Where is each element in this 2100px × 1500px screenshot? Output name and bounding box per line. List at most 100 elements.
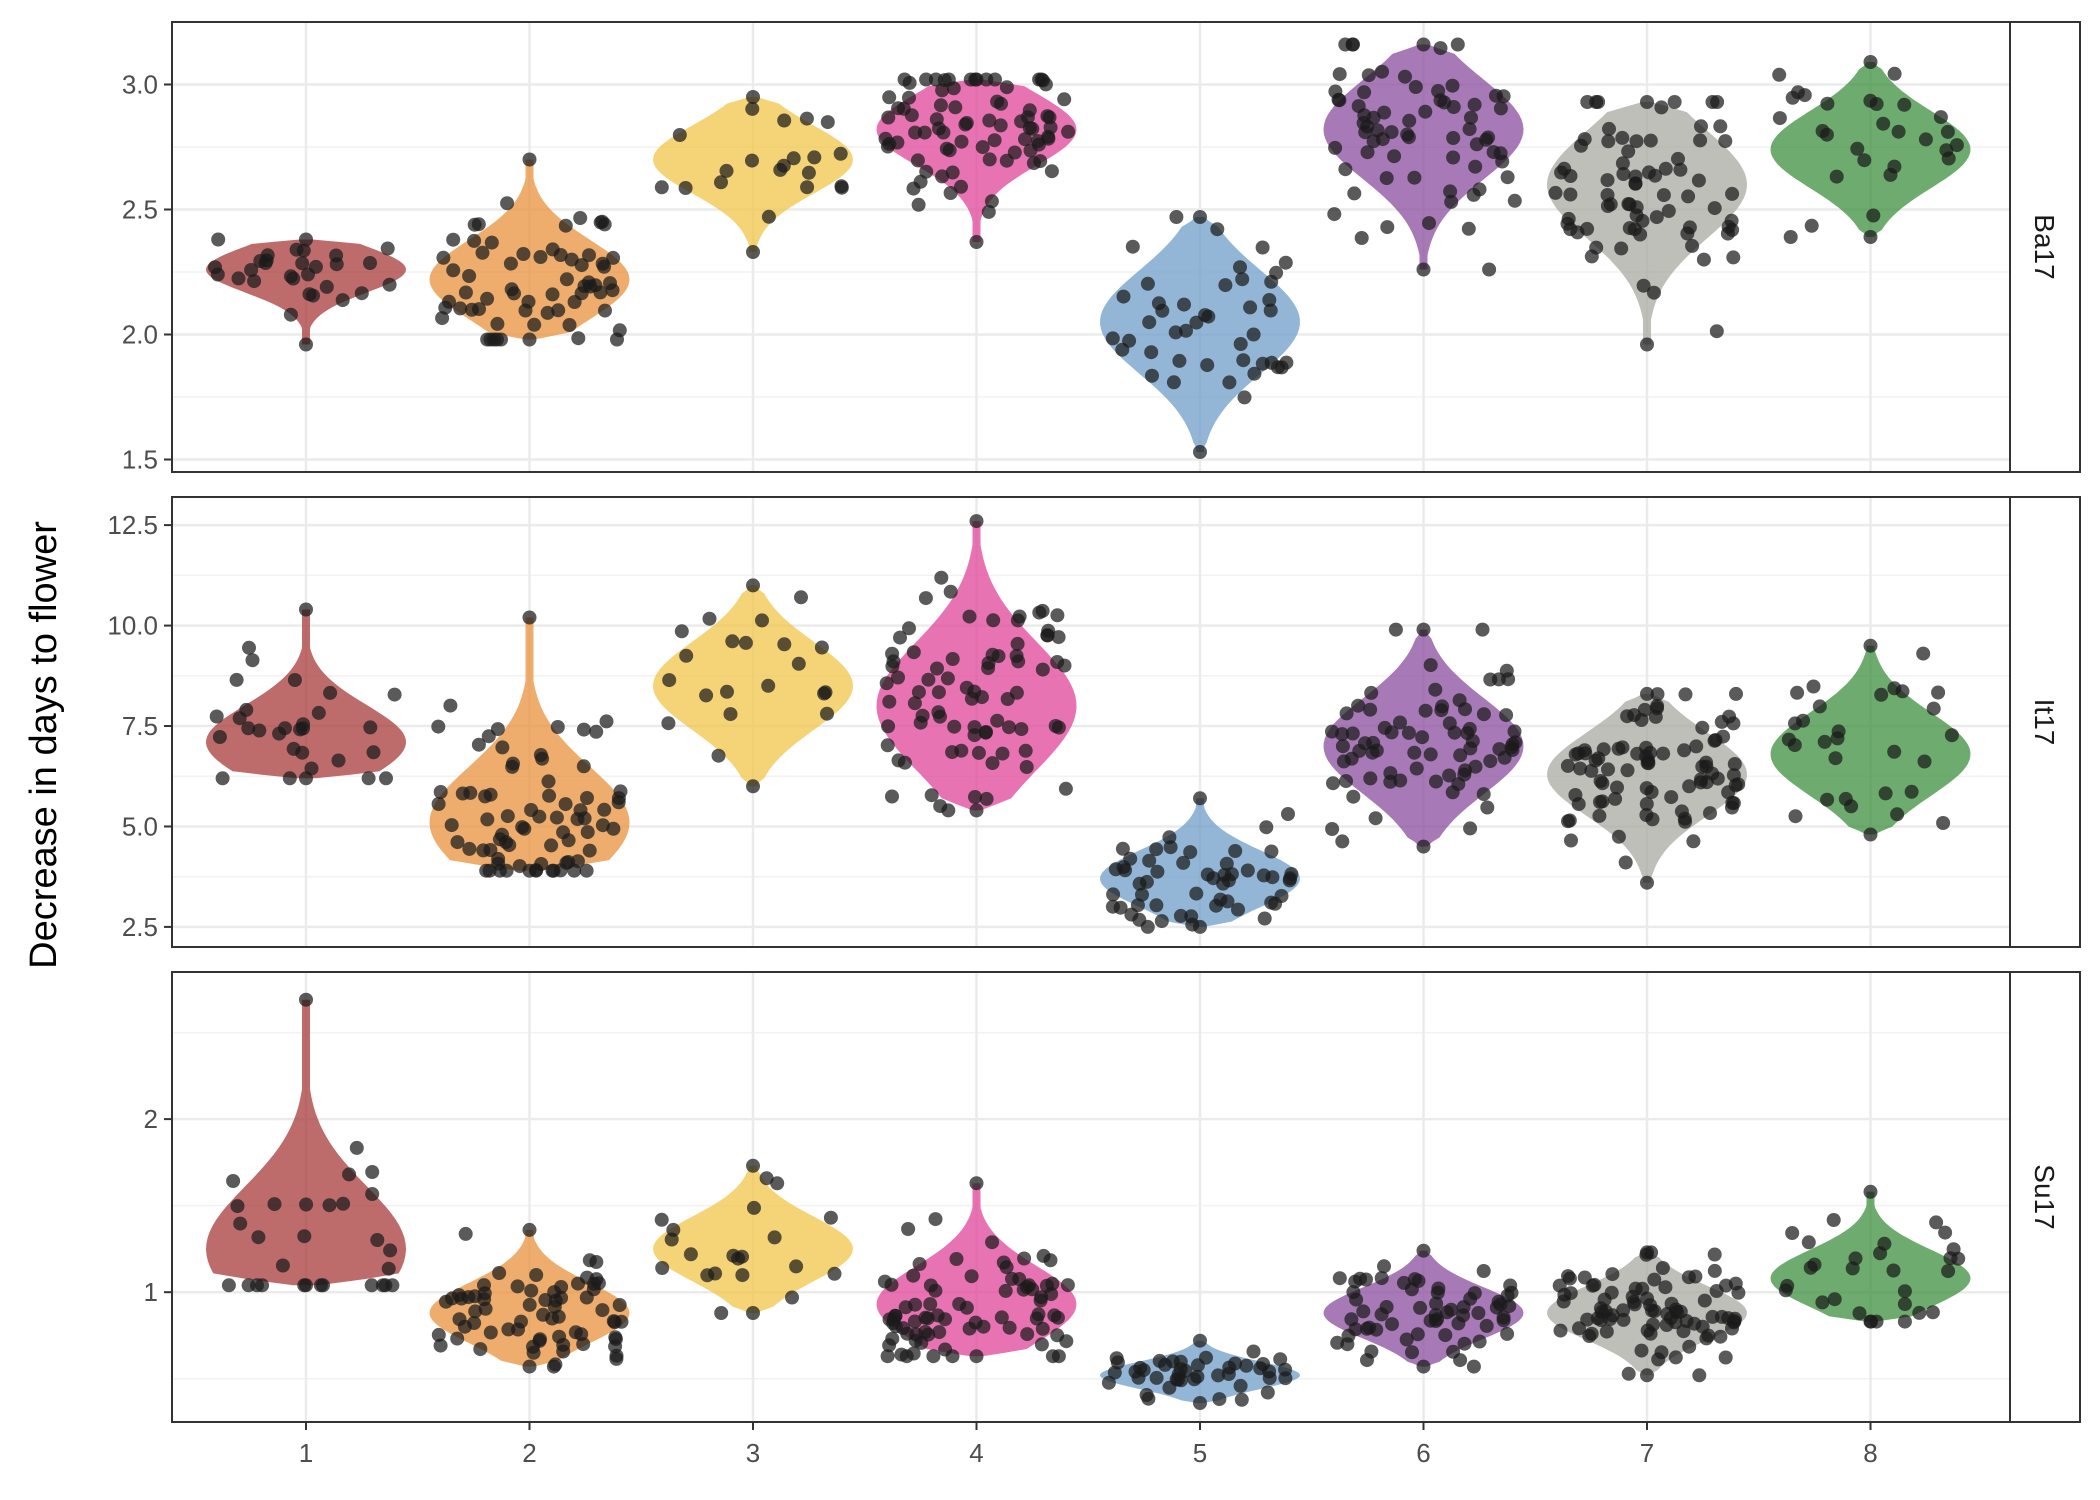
data-point xyxy=(576,759,591,774)
data-point xyxy=(1221,1367,1236,1381)
data-point xyxy=(1035,662,1050,677)
data-point xyxy=(522,1297,537,1312)
data-point xyxy=(457,1319,472,1334)
data-point xyxy=(1817,734,1832,749)
data-point xyxy=(930,1308,945,1323)
data-point xyxy=(609,1351,624,1366)
data-point xyxy=(1383,766,1398,781)
data-point xyxy=(1017,1251,1032,1266)
data-point xyxy=(1142,315,1157,330)
data-point xyxy=(759,1171,774,1186)
data-point xyxy=(725,634,740,649)
data-point xyxy=(1580,1312,1595,1327)
violin-Ba17-8 xyxy=(1770,62,1971,237)
data-point xyxy=(776,158,791,173)
data-point xyxy=(570,854,585,869)
data-point xyxy=(1184,909,1199,924)
data-point xyxy=(267,1197,282,1212)
data-point xyxy=(1339,774,1353,789)
data-point xyxy=(529,863,543,878)
data-point xyxy=(943,584,958,599)
data-point xyxy=(1443,184,1458,199)
data-point xyxy=(301,267,315,282)
data-point xyxy=(1042,110,1057,125)
data-point xyxy=(366,745,381,760)
data-point xyxy=(564,252,579,267)
data-point xyxy=(1709,1284,1724,1298)
data-point xyxy=(1410,1327,1425,1342)
data-point xyxy=(978,725,993,740)
data-point xyxy=(1019,760,1034,774)
data-point xyxy=(985,1235,1000,1250)
data-point xyxy=(597,259,612,274)
data-point xyxy=(1682,779,1697,794)
data-point xyxy=(1059,1334,1074,1349)
data-point xyxy=(1257,911,1272,926)
data-point xyxy=(801,165,816,180)
data-point xyxy=(908,125,923,140)
data-point xyxy=(1466,1359,1481,1374)
data-point xyxy=(1377,1259,1391,1274)
violin-It17-3 xyxy=(653,585,853,787)
data-point xyxy=(1772,67,1787,82)
data-point xyxy=(1783,230,1798,244)
data-point xyxy=(1183,845,1198,860)
data-point xyxy=(477,1292,492,1307)
data-point xyxy=(834,180,849,195)
data-point xyxy=(1472,1334,1487,1349)
data-point xyxy=(501,1322,516,1337)
data-point xyxy=(1689,739,1704,754)
data-point xyxy=(1500,170,1515,185)
data-point xyxy=(1200,358,1215,373)
data-point xyxy=(319,279,334,294)
data-point xyxy=(1629,134,1644,149)
data-point xyxy=(385,1278,400,1293)
data-point xyxy=(1595,776,1610,791)
data-point xyxy=(1649,210,1664,225)
data-point xyxy=(1661,204,1676,218)
data-point xyxy=(1640,875,1654,890)
data-point xyxy=(1221,873,1236,888)
data-point xyxy=(614,1314,629,1329)
data-point xyxy=(1357,108,1372,123)
data-point xyxy=(1025,121,1040,136)
data-point xyxy=(1571,797,1586,812)
points-It17-4 xyxy=(879,514,1073,818)
data-point xyxy=(1048,719,1063,733)
data-point xyxy=(882,90,897,105)
data-point xyxy=(1002,720,1016,735)
facet-strip xyxy=(2009,496,2081,948)
data-point xyxy=(1592,808,1607,823)
data-point xyxy=(611,795,626,810)
data-point xyxy=(283,307,298,322)
data-point xyxy=(1393,715,1407,730)
data-point xyxy=(1150,864,1165,879)
data-point xyxy=(1173,908,1188,923)
data-point xyxy=(987,133,1002,148)
data-point xyxy=(1356,1304,1371,1319)
data-point xyxy=(278,721,292,736)
data-point xyxy=(1869,97,1884,111)
facet-strip xyxy=(2009,971,2081,1423)
data-point xyxy=(1246,1344,1261,1359)
data-point xyxy=(331,753,346,768)
data-point xyxy=(1621,144,1636,159)
data-point xyxy=(556,1337,571,1352)
data-point xyxy=(746,245,760,259)
data-point xyxy=(1707,1263,1722,1278)
data-point xyxy=(1552,1278,1567,1293)
data-point xyxy=(1109,1351,1124,1366)
data-point xyxy=(1401,130,1416,145)
data-point xyxy=(375,1278,390,1293)
data-point xyxy=(514,1314,528,1329)
x-tick-label: 3 xyxy=(746,1438,760,1468)
data-point xyxy=(580,1270,594,1285)
data-point xyxy=(329,248,344,263)
violin-It17-8 xyxy=(1770,645,1971,835)
data-point xyxy=(1489,1300,1504,1315)
data-point xyxy=(532,809,547,824)
data-point xyxy=(612,323,627,338)
data-point xyxy=(589,724,604,739)
data-point xyxy=(542,788,557,803)
data-point xyxy=(996,1255,1011,1270)
